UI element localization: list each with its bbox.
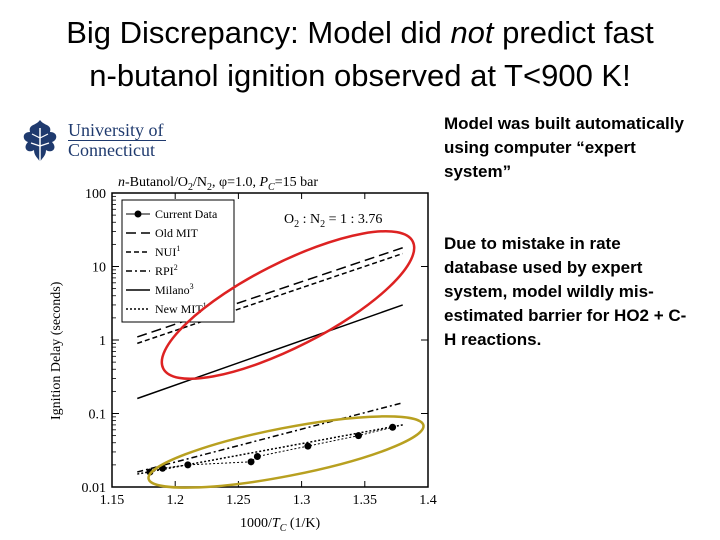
series-line-current-data bbox=[149, 426, 393, 473]
data-point bbox=[247, 458, 255, 466]
legend-entry: Current Data bbox=[126, 207, 218, 221]
legend-entry: Milano3 bbox=[126, 282, 194, 297]
x-tick-label: 1.4 bbox=[419, 493, 437, 508]
legend-entry: NUI1 bbox=[126, 244, 180, 259]
x-tick-label: 1.2 bbox=[166, 493, 184, 508]
data-point bbox=[253, 452, 261, 460]
y-axis-label: Ignition Delay (seconds) bbox=[49, 281, 64, 420]
series-line-4 bbox=[137, 304, 403, 400]
x-tick-labels: 1.15 1.2 1.25 1.3 1.35 1.4 bbox=[100, 493, 437, 508]
logo-line-1: University of bbox=[68, 120, 164, 140]
slide-title-line-1: Big Discrepancy: Model did not predict f… bbox=[0, 14, 720, 52]
data-point bbox=[304, 442, 312, 450]
x-tick-label: 1.3 bbox=[293, 493, 311, 508]
oak-leaf-icon bbox=[23, 120, 57, 162]
university-logo: University of Connecticut bbox=[18, 118, 168, 166]
y-tick-label: 1 bbox=[99, 334, 106, 349]
x-tick-label: 1.35 bbox=[353, 493, 378, 508]
chart-title: n-Butanol/O2/N2, φ=1.0, PC=15 bar bbox=[118, 175, 318, 193]
legend-entry: New MIT1 bbox=[126, 301, 207, 316]
gold-highlight-ellipse bbox=[147, 415, 425, 489]
legend-label: Current Data bbox=[155, 207, 218, 221]
red-highlight-ellipse bbox=[160, 229, 416, 381]
title-text-emphasis: not bbox=[450, 15, 494, 50]
data-point bbox=[354, 432, 362, 440]
y-tick-label: 100 bbox=[85, 187, 106, 202]
y-tick-label: 0.01 bbox=[82, 481, 107, 496]
x-tick-label: 1.15 bbox=[100, 493, 125, 508]
chart-annotation: O2 : N2 = 1 : 3.76 bbox=[284, 212, 382, 230]
legend-entry: RPI2 bbox=[126, 263, 178, 278]
legend-label: Milano3 bbox=[155, 282, 194, 297]
series-line-5 bbox=[137, 424, 403, 475]
logo-line-2: Connecticut bbox=[68, 140, 155, 160]
series-line-3 bbox=[137, 402, 403, 473]
legend-marker bbox=[134, 210, 142, 218]
legend-entry: Old MIT bbox=[126, 226, 199, 240]
legend-label: Old MIT bbox=[155, 226, 199, 240]
legend-box bbox=[121, 199, 235, 323]
chart-legend: Current Data Old MIT NUI1 RPI2 Milano3 New MI… bbox=[121, 199, 235, 323]
bullet-expert-system: Model was built automatically using comp… bbox=[444, 114, 684, 181]
slide-title-line-2: n-butanol ignition observed at T<900 K! bbox=[89, 58, 631, 93]
x-tick-label: 1.25 bbox=[226, 493, 251, 508]
series-lines bbox=[137, 247, 403, 475]
data-point bbox=[389, 423, 397, 431]
y-tick-label: 0.1 bbox=[89, 408, 107, 423]
logo-rule bbox=[68, 140, 166, 141]
series-line-2 bbox=[137, 252, 403, 345]
y-tick-labels: 0.01 0.1 1 10 100 bbox=[82, 187, 107, 496]
legend-label: RPI2 bbox=[155, 263, 178, 278]
legend-label: New MIT1 bbox=[155, 301, 207, 316]
bullet-database-mistake: Due to mistake in rate database used by … bbox=[444, 234, 687, 349]
legend-label: NUI1 bbox=[155, 244, 180, 259]
logo-text: University of Connecticut bbox=[68, 120, 163, 160]
title-text-a: Big Discrepancy: Model did bbox=[66, 15, 451, 50]
data-point bbox=[184, 461, 192, 469]
axis-ticks bbox=[111, 192, 429, 488]
y-tick-label: 10 bbox=[92, 261, 106, 276]
x-axis-label: 1000/TC (1/K) bbox=[240, 516, 321, 534]
title-text-c: predict fast bbox=[493, 15, 654, 50]
